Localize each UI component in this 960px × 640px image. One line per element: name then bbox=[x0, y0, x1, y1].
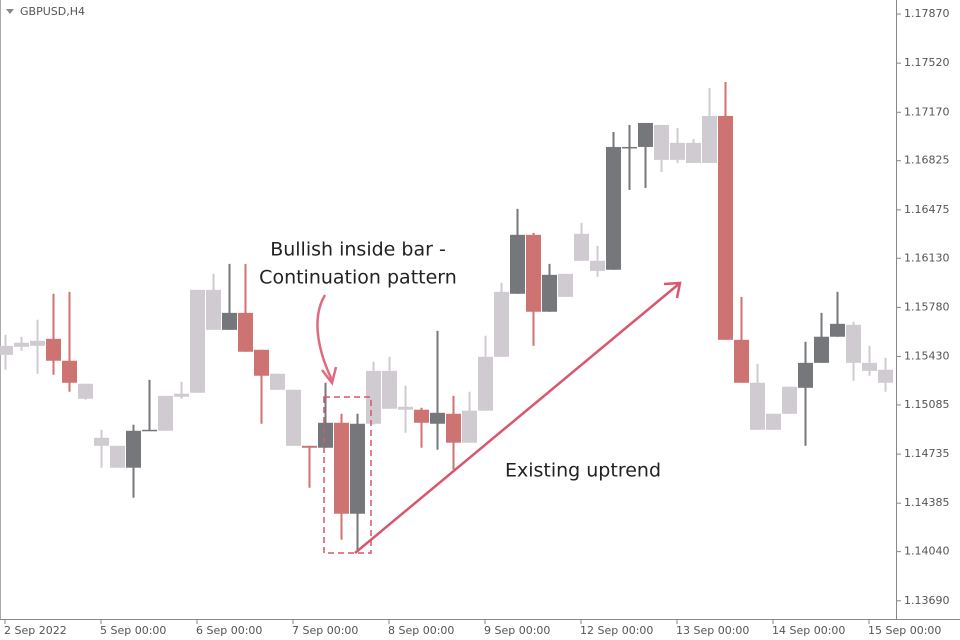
x-tick-label: 8 Sep 00:00 bbox=[388, 624, 454, 637]
chart-title: GBPUSD,H4 bbox=[20, 5, 85, 18]
annotation: Continuation pattern bbox=[259, 267, 457, 289]
candle-body bbox=[286, 389, 301, 446]
y-tick-label: 1.15780 bbox=[904, 300, 950, 313]
candle-body bbox=[830, 323, 845, 337]
candle-body bbox=[574, 233, 589, 261]
pointer-arrow-head bbox=[321, 366, 338, 386]
candle-body bbox=[334, 422, 349, 514]
candle-body bbox=[126, 430, 141, 468]
candle-body bbox=[350, 423, 365, 514]
candle-body bbox=[14, 342, 29, 347]
highlight-box bbox=[323, 396, 372, 554]
candle-body bbox=[174, 393, 189, 397]
candle-body bbox=[750, 382, 765, 430]
candle-body bbox=[638, 122, 653, 147]
y-tick-label: 1.16130 bbox=[904, 251, 950, 264]
y-tick-label: 1.15430 bbox=[904, 350, 950, 363]
candle-body bbox=[318, 422, 333, 448]
candle-body bbox=[622, 146, 637, 149]
x-tick-label: 14 Sep 00:00 bbox=[772, 624, 845, 637]
candle-body bbox=[814, 336, 829, 363]
x-tick-label: 6 Sep 00:00 bbox=[196, 624, 262, 637]
y-tick-label: 1.16825 bbox=[904, 154, 950, 167]
candle-body bbox=[142, 429, 157, 432]
candle-body bbox=[254, 349, 269, 376]
candle-body bbox=[590, 260, 605, 271]
candle-body bbox=[302, 445, 317, 448]
candle-body bbox=[190, 289, 205, 393]
candle-body bbox=[718, 115, 733, 340]
y-tick-label: 1.15085 bbox=[904, 398, 950, 411]
candle-body bbox=[686, 142, 701, 163]
annotation: Existing uptrend bbox=[505, 460, 661, 482]
candle-body bbox=[862, 362, 877, 371]
candle-body bbox=[0, 345, 13, 355]
candle-body bbox=[430, 412, 445, 424]
candle-body bbox=[462, 410, 477, 443]
candle-body bbox=[110, 445, 125, 468]
trend-arrow-head bbox=[663, 281, 682, 299]
candle-body bbox=[654, 124, 669, 160]
candle-body bbox=[878, 369, 893, 383]
y-tick-label: 1.17870 bbox=[904, 7, 950, 20]
y-tick-label: 1.13690 bbox=[904, 594, 950, 607]
candle-body bbox=[238, 312, 253, 352]
candle-body bbox=[158, 395, 173, 431]
candle-body bbox=[558, 273, 573, 297]
candle-body bbox=[366, 370, 381, 424]
x-tick-label: 15 Sep 00:00 bbox=[868, 624, 941, 637]
candle-body bbox=[526, 234, 541, 312]
candle-body bbox=[766, 413, 781, 430]
y-tick-label: 1.14735 bbox=[904, 447, 950, 460]
candles bbox=[0, 81, 893, 551]
pointer-arrow bbox=[316, 294, 334, 381]
candle-body bbox=[78, 383, 93, 399]
x-tick-label: 12 Sep 00:00 bbox=[580, 624, 653, 637]
candle-body bbox=[206, 289, 221, 330]
x-tick-label: 13 Sep 00:00 bbox=[676, 624, 749, 637]
candle-body bbox=[30, 340, 45, 346]
x-tick-label: 2 Sep 2022 bbox=[4, 624, 67, 637]
candle-body bbox=[542, 274, 557, 312]
x-tick-label: 9 Sep 00:00 bbox=[484, 624, 550, 637]
candle-body bbox=[446, 413, 461, 443]
candle-body bbox=[46, 338, 61, 361]
y-tick-label: 1.14040 bbox=[904, 545, 950, 558]
candle-body bbox=[670, 142, 685, 160]
candle-body bbox=[398, 406, 413, 410]
candle-body bbox=[510, 234, 525, 294]
candle-body bbox=[734, 339, 749, 383]
candle-body bbox=[270, 373, 285, 390]
candle-body bbox=[702, 115, 717, 163]
candle-body bbox=[222, 312, 237, 330]
candle-body bbox=[494, 291, 509, 357]
candle-body bbox=[606, 146, 621, 270]
x-tick-label: 5 Sep 00:00 bbox=[100, 624, 166, 637]
y-tick-label: 1.16475 bbox=[904, 203, 950, 216]
candle-body bbox=[478, 356, 493, 411]
candle-body bbox=[382, 370, 397, 409]
y-tick-label: 1.17520 bbox=[904, 56, 950, 69]
candle-body bbox=[798, 362, 813, 388]
x-tick-label: 7 Sep 00:00 bbox=[292, 624, 358, 637]
candle-body bbox=[414, 409, 429, 423]
candle-body bbox=[846, 324, 861, 363]
y-tick-label: 1.17170 bbox=[904, 105, 950, 118]
candle-body bbox=[782, 386, 797, 414]
candle-body bbox=[62, 360, 77, 383]
candle-body bbox=[94, 437, 109, 446]
symbol-menu-icon[interactable] bbox=[6, 9, 14, 14]
trend-arrow bbox=[354, 282, 681, 554]
y-tick-label: 1.14385 bbox=[904, 496, 950, 509]
annotation: Bullish inside bar - bbox=[270, 239, 446, 261]
